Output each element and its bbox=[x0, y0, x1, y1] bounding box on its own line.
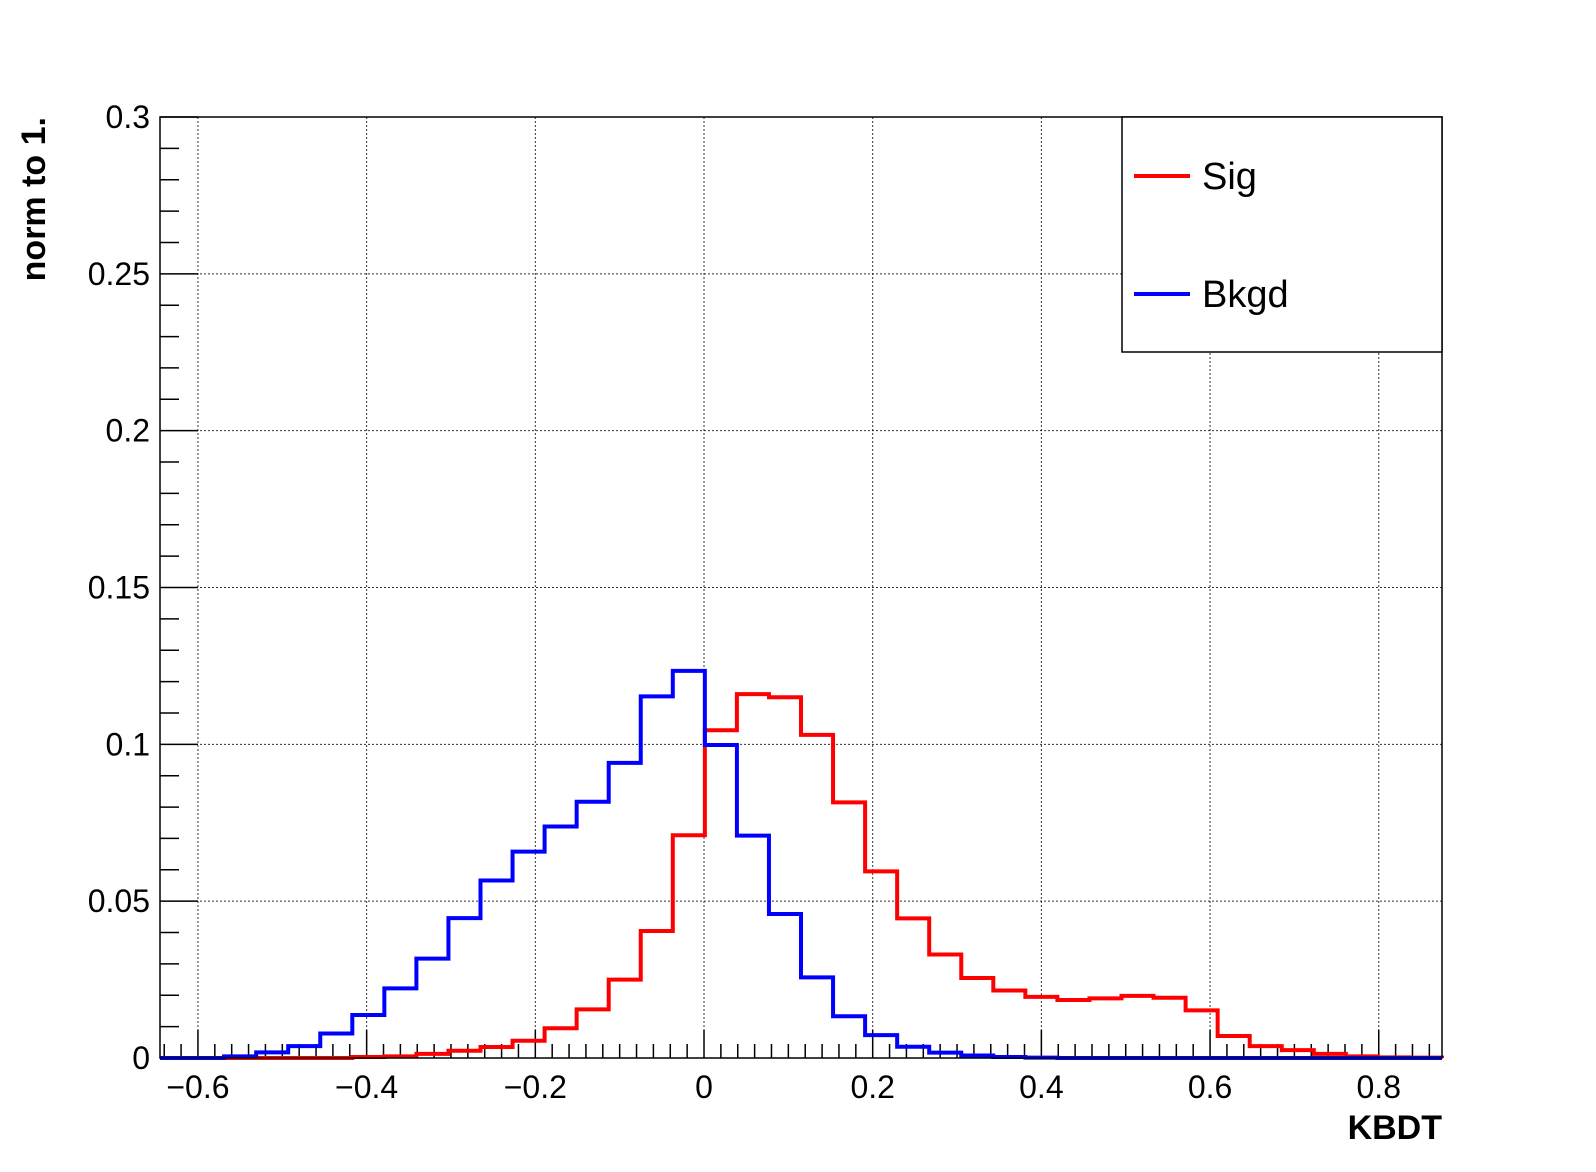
histogram-bin bbox=[1154, 998, 1186, 1058]
histogram-bin bbox=[609, 763, 641, 1058]
histogram-bin bbox=[577, 1009, 609, 1058]
histogram-bin bbox=[1186, 1010, 1218, 1058]
x-axis-title: KBDT bbox=[1348, 1109, 1443, 1147]
x-tick-label: 0.8 bbox=[1357, 1069, 1401, 1105]
x-tick-label: 0.6 bbox=[1188, 1069, 1232, 1105]
x-tick-labels: −0.6 −0.4 −0.2 0 0.2 0.4 0.6 0.8 bbox=[166, 1069, 1401, 1105]
histogram-bin bbox=[833, 1016, 865, 1058]
x-tick-label: −0.6 bbox=[166, 1069, 229, 1105]
histogram-step-line bbox=[160, 692, 1444, 1060]
histogram-bin bbox=[352, 1015, 384, 1058]
histogram-bin bbox=[833, 802, 865, 1058]
histogram-bin bbox=[448, 918, 480, 1058]
histogram-bin bbox=[641, 696, 673, 1058]
series-sig bbox=[160, 692, 1444, 1060]
histogram-bin bbox=[641, 931, 673, 1058]
histogram-bin bbox=[993, 991, 1025, 1058]
histogram-bin bbox=[577, 802, 609, 1058]
histogram-bin bbox=[737, 836, 769, 1058]
y-tick-label: 0.2 bbox=[106, 413, 150, 449]
plot-frame bbox=[159, 116, 1443, 1059]
histogram-bin bbox=[865, 1035, 897, 1058]
histogram-bin bbox=[513, 852, 545, 1058]
histogram-bin bbox=[865, 871, 897, 1058]
histogram-bin bbox=[929, 954, 961, 1058]
histogram-series bbox=[160, 668, 1444, 1060]
y-tick-label: 0.1 bbox=[106, 726, 150, 762]
legend-box bbox=[1121, 116, 1443, 353]
legend-label-sig: Sig bbox=[1202, 156, 1257, 198]
histogram-bin bbox=[1089, 998, 1121, 1058]
histogram-bin bbox=[705, 730, 737, 1058]
histogram-bin bbox=[737, 694, 769, 1058]
x-tick-label: −0.4 bbox=[335, 1069, 398, 1105]
y-tick-label: 0.05 bbox=[88, 883, 150, 919]
legend-label-bkgd: Bkgd bbox=[1202, 274, 1289, 316]
histogram-bin bbox=[416, 959, 448, 1058]
histogram-bin bbox=[1057, 1000, 1089, 1058]
histogram-bin bbox=[513, 1041, 545, 1058]
histogram-bin bbox=[545, 827, 577, 1058]
histogram-bin bbox=[673, 671, 705, 1058]
y-tick-label: 0.3 bbox=[106, 99, 150, 135]
histogram-bin bbox=[769, 914, 801, 1058]
legend: Sig Bkgd bbox=[1121, 116, 1443, 353]
x-tick-label: −0.2 bbox=[504, 1069, 567, 1105]
y-tick-labels: 0 0.05 0.1 0.15 0.2 0.25 0.3 bbox=[88, 99, 150, 1076]
x-tick-label: 0.2 bbox=[850, 1069, 894, 1105]
histogram-bin bbox=[801, 735, 833, 1058]
y-axis-title: norm to 1. bbox=[15, 117, 53, 281]
y-tick-label: 0.15 bbox=[88, 570, 150, 606]
histogram-bin bbox=[545, 1028, 577, 1058]
histogram-bin bbox=[673, 835, 705, 1058]
y-tick-label: 0.25 bbox=[88, 256, 150, 292]
histogram-bin bbox=[897, 918, 929, 1058]
histogram-bin bbox=[769, 697, 801, 1058]
x-tick-label: 0 bbox=[695, 1069, 713, 1105]
y-tick-label: 0 bbox=[132, 1040, 150, 1076]
histogram-bin bbox=[320, 1034, 352, 1058]
histogram-bin bbox=[1218, 1036, 1250, 1058]
histogram-bin bbox=[481, 880, 513, 1058]
x-tick-label: 0.4 bbox=[1019, 1069, 1063, 1105]
histogram-bin bbox=[961, 978, 993, 1058]
